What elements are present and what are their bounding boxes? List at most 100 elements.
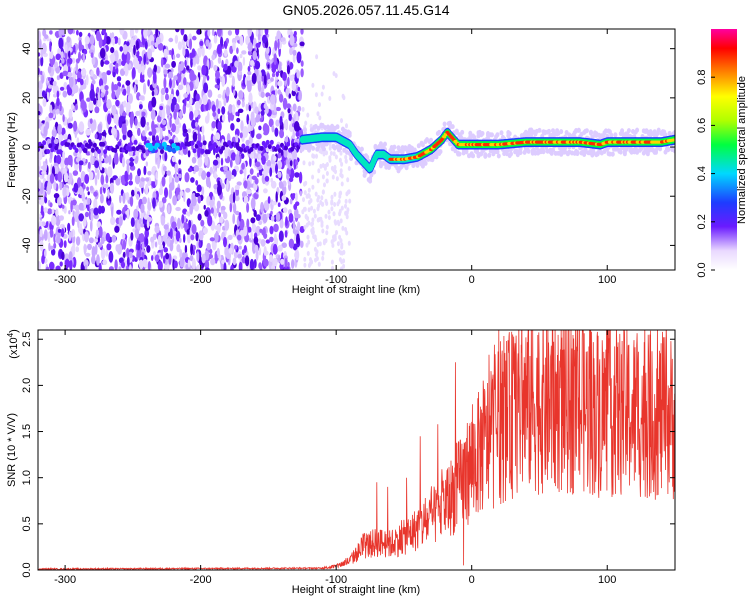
spectrogram-cell	[78, 186, 83, 195]
spectrogram-cell	[282, 71, 287, 81]
spectrogram-cell	[220, 210, 226, 215]
spectrogram-cell	[41, 74, 45, 84]
spectrogram-cell	[230, 123, 235, 131]
spectrogram-y-tick-label: 20	[21, 92, 33, 104]
spectrogram-cell	[38, 110, 41, 116]
spectrogram-cell	[318, 241, 322, 247]
spectrogram-cell	[332, 71, 336, 77]
spectrogram-cell	[584, 128, 589, 134]
spectrogram-cell	[235, 111, 239, 117]
spectrogram-cell	[232, 213, 236, 224]
spectrogram-cell	[38, 30, 41, 41]
spectrogram-cell	[117, 86, 121, 96]
spectrogram-cell	[347, 130, 352, 136]
spectrogram-cell	[102, 259, 108, 266]
spectrogram-cell	[244, 255, 250, 267]
spectrogram-cell	[41, 173, 45, 179]
spectrogram-cell	[91, 56, 96, 66]
spectrogram-cell	[282, 97, 288, 110]
spectrogram-cell	[243, 195, 249, 204]
spectrogram-cell	[285, 88, 290, 97]
spectrogram-cell	[157, 157, 160, 169]
spectrogram-cell	[58, 37, 64, 50]
spectrogram-cell	[46, 174, 51, 182]
spectrogram-cell	[210, 257, 216, 266]
spectrogram-cell	[94, 133, 98, 140]
spectrogram-cell	[269, 139, 274, 145]
spectrogram-cell	[51, 128, 57, 138]
spectrogram-cell	[147, 261, 151, 270]
spectrogram-cell	[46, 149, 51, 154]
snr-y-tick-label: 1.0	[21, 470, 33, 485]
spectrogram-cell	[318, 115, 322, 121]
spectrogram-cell	[112, 37, 115, 46]
spectrogram-cell	[40, 70, 43, 76]
spectrogram-cell	[86, 204, 90, 212]
spectrogram-cell	[319, 200, 323, 205]
spectrogram-cell	[258, 125, 262, 131]
spectrogram-cell	[290, 193, 295, 201]
spectrogram-cell	[312, 234, 316, 240]
spectrogram-cell	[93, 198, 98, 211]
spectrogram-cell	[143, 53, 147, 65]
spectrogram-cell	[57, 123, 63, 135]
spectrogram-cell	[118, 58, 122, 67]
spectrogram-cell	[139, 104, 143, 110]
spectrogram-cell	[339, 190, 343, 196]
spectrogram-cell	[192, 35, 197, 41]
spectrogram-cell	[315, 153, 318, 159]
spectrogram-cell	[171, 230, 177, 237]
spectrogram-cell	[171, 78, 176, 89]
spectrogram-cell	[110, 53, 116, 63]
spectrogram-cell	[217, 121, 222, 132]
spectrogram-cell	[235, 142, 240, 148]
spectrogram-cell	[94, 160, 100, 169]
spectrogram-cell	[220, 157, 224, 166]
spectrogram-cell	[237, 253, 242, 259]
spectrogram-cell	[607, 151, 612, 157]
spectrogram-cell	[277, 255, 281, 264]
spectrogram-cell	[243, 245, 247, 253]
spectrogram-cell	[239, 147, 244, 153]
spectrogram-cell	[336, 201, 340, 207]
spectrogram-y-tick-label: 40	[21, 43, 33, 55]
spectrogram-cell	[129, 196, 134, 207]
colorbar: 0.00.20.40.60.8 Normalized spectral ampl…	[696, 29, 748, 278]
spectrogram-cell	[80, 98, 85, 109]
spectrogram-cell	[221, 75, 226, 87]
spectrogram-cell	[126, 208, 130, 220]
spectrogram-cell	[103, 184, 109, 189]
spectrogram-cell	[495, 149, 500, 155]
spectrogram-cell	[275, 212, 281, 223]
spectrogram-cell	[313, 213, 317, 219]
spectrogram-cell	[186, 84, 191, 95]
spectrogram-cell	[192, 131, 198, 142]
spectrogram-cell	[55, 265, 61, 270]
spectrogram-cell	[91, 246, 96, 258]
spectrogram-cell	[272, 243, 278, 255]
spectrogram-cell	[241, 143, 246, 149]
spectrogram-cell	[238, 211, 242, 222]
spectrogram-cell	[162, 165, 167, 172]
spectrogram-cell	[171, 156, 176, 163]
spectrogram-cell	[62, 186, 67, 198]
spectrogram-cell	[197, 195, 202, 204]
spectrogram-cell	[298, 90, 303, 102]
spectrogram-cell	[316, 242, 320, 247]
spectrogram-cell	[229, 159, 233, 168]
spectrogram-cell	[559, 129, 564, 135]
spectrogram-cell	[71, 216, 75, 227]
spectrogram-cell	[87, 197, 91, 205]
spectrogram-cell	[138, 218, 142, 225]
spectrogram-cell	[162, 255, 166, 264]
spectrogram-cell	[261, 155, 266, 165]
spectrogram-cell	[201, 253, 206, 264]
spectrogram-cell	[285, 216, 288, 227]
spectrogram-cell	[212, 142, 217, 148]
spectrogram-cell	[201, 64, 207, 76]
spectrogram-cell	[124, 170, 129, 183]
spectrogram-cell	[306, 234, 310, 240]
spectrogram-cell	[547, 128, 551, 134]
spectrogram-x-label: Height of straight line (km)	[292, 284, 420, 296]
